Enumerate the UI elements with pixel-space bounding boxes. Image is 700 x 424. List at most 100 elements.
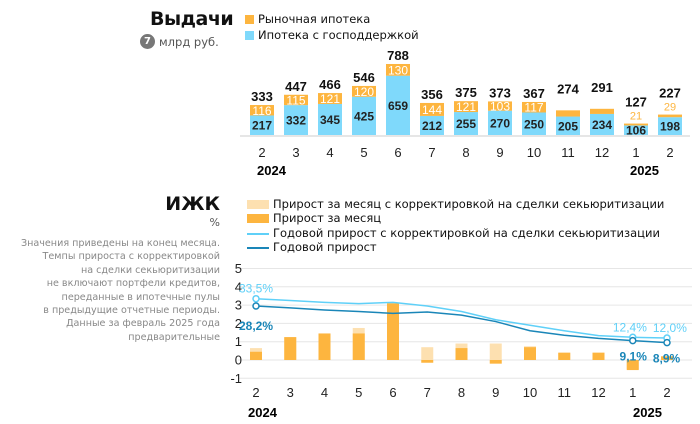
y-tick-label: 3	[235, 298, 242, 313]
value-label-subsidized: 234	[592, 118, 612, 132]
bar-monthly	[626, 360, 639, 371]
issuance-title: Выдачи	[150, 8, 234, 30]
bar-monthly-adjusted	[421, 347, 434, 360]
x-tick-label: 10	[523, 385, 537, 400]
bar-market	[420, 102, 444, 116]
bar-monthly	[250, 351, 262, 360]
value-label-subsidized: 425	[354, 109, 374, 123]
x-tick-label: 11	[561, 145, 575, 160]
legend-label: Ипотека с господдержкой	[258, 28, 419, 42]
y-tick-label: 1	[235, 334, 242, 349]
x-tick-label: 12	[595, 145, 609, 160]
bar-subsidized	[624, 125, 648, 135]
x-tick-label: 1	[629, 385, 636, 400]
value-label-subsidized: 212	[422, 119, 442, 133]
value-label-market: 103	[490, 100, 510, 114]
note-line: Значения приведены на конец месяца.	[20, 238, 220, 249]
line-yearly-adjusted	[255, 297, 668, 339]
bar-subsidized	[352, 96, 376, 135]
value-label-subsidized: 332	[286, 114, 306, 128]
bar-monthly	[421, 360, 434, 363]
x-tick-label: 10	[527, 145, 541, 160]
line-yearly	[255, 305, 668, 344]
bar-market	[488, 101, 512, 111]
legend-yearly-adjusted: Годовой прирост с корректировкой на сдел…	[247, 227, 660, 240]
bar-market	[318, 93, 342, 104]
bar-subsidized	[318, 103, 342, 135]
legend-market: Рыночная ипотека	[245, 13, 370, 26]
year-label: 2025	[633, 405, 662, 420]
bar-monthly	[592, 352, 605, 360]
x-tick-label: 8	[458, 385, 465, 400]
value-label-subsidized: 106	[626, 124, 646, 138]
year-label: 2025	[630, 163, 659, 178]
value-label-market: 29	[664, 102, 676, 114]
x-tick-label: 9	[492, 385, 499, 400]
x-tick-label: 6	[394, 145, 401, 160]
total-label: 466	[319, 77, 341, 92]
value-label-market: 117	[524, 101, 543, 115]
legend-label: Прирост за месяц с корректировкой на сде…	[273, 197, 665, 211]
total-label: 546	[353, 70, 375, 85]
unit-label: млрд руб.	[159, 34, 219, 49]
bar-market	[352, 85, 376, 97]
line-value-label: 12,4%	[613, 320, 647, 334]
x-tick-label: 3	[287, 385, 294, 400]
line-marker	[252, 294, 260, 303]
total-label: 227	[659, 86, 681, 101]
note-line: не включают портфели кредитов,	[46, 278, 220, 290]
x-tick-label: 5	[360, 145, 367, 160]
bar-subsidized	[556, 116, 580, 135]
y-tick-label: -1	[230, 371, 242, 386]
value-label-market: 57	[596, 96, 608, 108]
note-line: на сделки секьюритизации	[80, 264, 220, 276]
line-marker	[252, 302, 260, 310]
value-label-subsidized: 198	[660, 120, 680, 134]
bar-market	[454, 101, 478, 113]
value-label-subsidized: 659	[388, 99, 408, 113]
legend-monthly: Прирост за месяц	[247, 212, 381, 225]
value-label-subsidized: 250	[524, 117, 544, 131]
izhk-unit: %	[209, 216, 220, 229]
total-label: 788	[387, 48, 409, 63]
bar-subsidized	[488, 110, 512, 135]
total-label: 274	[557, 81, 579, 96]
value-label-market: 116	[252, 104, 271, 118]
issuance-unit: 7 млрд руб.	[140, 34, 219, 49]
note-line: предварительные	[128, 331, 220, 343]
year-label: 2024	[248, 405, 278, 420]
x-tick-label: 4	[321, 385, 328, 400]
total-label: 367	[523, 86, 545, 101]
x-tick-label: 11	[558, 385, 572, 400]
x-tick-label: 4	[326, 145, 333, 160]
total-label: 127	[625, 95, 647, 110]
bar-monthly	[455, 348, 468, 360]
bar-monthly	[661, 356, 673, 360]
line-value-label: 28,2%	[239, 319, 273, 333]
value-label-subsidized: 345	[320, 113, 340, 127]
legend-label: Прирост за месяц	[273, 211, 382, 225]
legend-swatch	[247, 232, 269, 235]
bar-subsidized	[522, 112, 546, 135]
total-label: 373	[489, 85, 511, 100]
bar-market	[250, 105, 274, 116]
bar-monthly	[524, 347, 536, 360]
total-label: 333	[251, 89, 273, 104]
legend-label: Рыночная ипотека	[258, 12, 371, 26]
legend-yearly: Годовой прирост	[247, 241, 377, 254]
value-label-market: 121	[456, 100, 476, 114]
izhk-title: ИЖК	[165, 193, 220, 215]
line-value-label: 8,9%	[653, 352, 681, 366]
value-label-market: 144	[422, 103, 442, 117]
legend-subsidized: Ипотека с господдержкой	[245, 29, 419, 42]
legend-swatch	[247, 246, 269, 249]
note-line: Темпы прироста с корректировкой	[42, 251, 220, 263]
legend-label: Годовой прирост	[273, 240, 377, 254]
year-label: 2024	[257, 163, 287, 178]
bar-subsidized	[454, 112, 478, 135]
value-label-market: 130	[388, 63, 408, 77]
total-label: 356	[421, 87, 443, 102]
total-label: 375	[455, 85, 477, 100]
note-line: Данные за февраль 2025 года	[66, 318, 220, 330]
bar-subsidized	[658, 117, 682, 135]
